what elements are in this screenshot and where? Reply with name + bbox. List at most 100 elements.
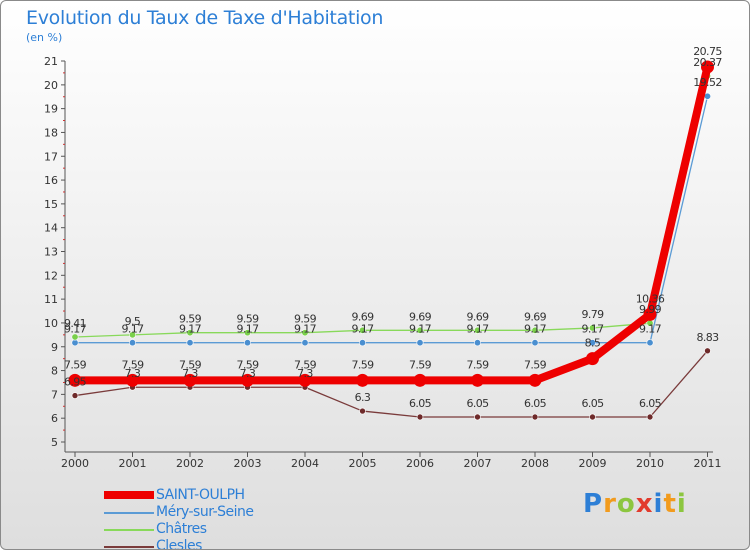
data-label: 7.59 (236, 358, 259, 371)
data-point (589, 413, 596, 421)
data-point (68, 373, 82, 387)
x-tick-label: 2009 (579, 457, 607, 470)
data-label: 7.59 (524, 358, 547, 371)
data-point (244, 329, 252, 337)
data-point (301, 329, 309, 337)
legend-swatch (104, 546, 154, 548)
chart-title: Evolution du Taux de Taxe d'Habitation (26, 7, 384, 29)
series-line (71, 62, 712, 385)
data-point (474, 413, 481, 421)
data-point (701, 60, 714, 74)
x-tick-label: 2011 (694, 457, 722, 470)
data-point (359, 407, 366, 415)
x-tick-label: 2003 (234, 457, 262, 470)
data-label: 9.17 (466, 323, 489, 336)
data-label: 19.52 (693, 76, 722, 89)
data-label: 7.3 (240, 367, 256, 380)
y-tick-label: 20 (44, 79, 58, 92)
data-label: 7.59 (351, 358, 374, 371)
data-point (301, 339, 309, 347)
data-label: 9.79 (581, 308, 604, 321)
data-label: 9.69 (409, 310, 432, 323)
logo-letter: o (616, 489, 636, 519)
data-label: 9.17 (64, 323, 87, 336)
data-label: 8.5 (585, 337, 601, 350)
data-point (646, 413, 654, 421)
y-tick-label: 19 (44, 103, 58, 116)
data-point (531, 339, 539, 347)
data-label: 9.17 (121, 323, 144, 336)
y-tick-label: 9 (51, 341, 58, 354)
data-point (358, 326, 366, 334)
data-label: 7.59 (466, 358, 489, 371)
data-label: 9.17 (524, 323, 547, 336)
data-label: 7.59 (294, 358, 317, 371)
legend-swatch (104, 512, 154, 514)
data-point (473, 339, 481, 347)
data-point (588, 339, 596, 347)
x-tick-label: 2005 (349, 457, 377, 470)
data-point (71, 333, 79, 341)
data-label: 9.69 (351, 310, 374, 323)
data-point (413, 373, 427, 387)
data-point (416, 339, 424, 347)
data-label: 7.3 (125, 367, 141, 380)
x-tick-label: 2008 (521, 457, 549, 470)
y-tick-label: 15 (44, 198, 58, 211)
legend-label: Méry-sur-Seine (156, 504, 254, 520)
data-label: 9.17 (581, 323, 604, 336)
legend-swatch (104, 529, 154, 531)
y-tick-label: 13 (44, 246, 58, 259)
data-label: 6.3 (355, 391, 371, 404)
data-label: 20.37 (693, 56, 722, 69)
data-point (704, 347, 711, 355)
data-label: 9.59 (179, 313, 202, 326)
series-0 (68, 60, 714, 387)
series-3 (71, 347, 711, 421)
data-point (416, 413, 424, 421)
data-label: 6.05 (524, 397, 547, 410)
y-tick-label: 18 (44, 126, 58, 139)
data-point (244, 339, 252, 347)
data-point (473, 326, 481, 334)
data-label: 6.05 (409, 397, 432, 410)
data-point (129, 331, 137, 339)
data-label: 7.3 (182, 367, 198, 380)
logo-letter: P (583, 489, 604, 519)
data-label: 9.5 (125, 315, 141, 328)
data-label: 20.75 (693, 45, 722, 58)
x-tick-label: 2002 (176, 457, 204, 470)
logo-letter: r (603, 489, 617, 519)
proxiti-logo: Proxiti (583, 489, 687, 519)
logo-letter: i (676, 489, 687, 519)
series-2 (71, 72, 711, 341)
data-point (531, 413, 539, 421)
data-point (586, 352, 599, 366)
data-point (528, 373, 542, 387)
data-point (186, 329, 194, 337)
data-label: 6.05 (466, 397, 489, 410)
data-label: 7.59 (121, 358, 144, 371)
chart-subtitle: (en %) (26, 31, 63, 44)
series-line (74, 75, 709, 338)
x-tick-label: 2000 (61, 457, 89, 470)
data-label: 9.69 (466, 310, 489, 323)
data-point (241, 373, 254, 387)
x-tick-label: 2010 (636, 457, 664, 470)
data-point (531, 326, 539, 334)
y-tick-label: 8 (51, 365, 58, 378)
data-label: 9.17 (639, 323, 662, 336)
legend-swatch (104, 491, 154, 499)
data-label: 9.69 (524, 310, 547, 323)
data-point (183, 373, 197, 387)
data-label: 9.99 (639, 303, 662, 316)
data-label: 7.59 (64, 358, 87, 371)
data-label: 9.41 (64, 317, 86, 330)
data-point (646, 339, 654, 347)
data-label: 10.36 (636, 292, 665, 305)
legend-label: Châtres (156, 521, 207, 537)
x-tick-label: 2001 (119, 457, 147, 470)
data-label: 6.95 (64, 376, 87, 389)
x-tick-label: 2007 (464, 457, 492, 470)
